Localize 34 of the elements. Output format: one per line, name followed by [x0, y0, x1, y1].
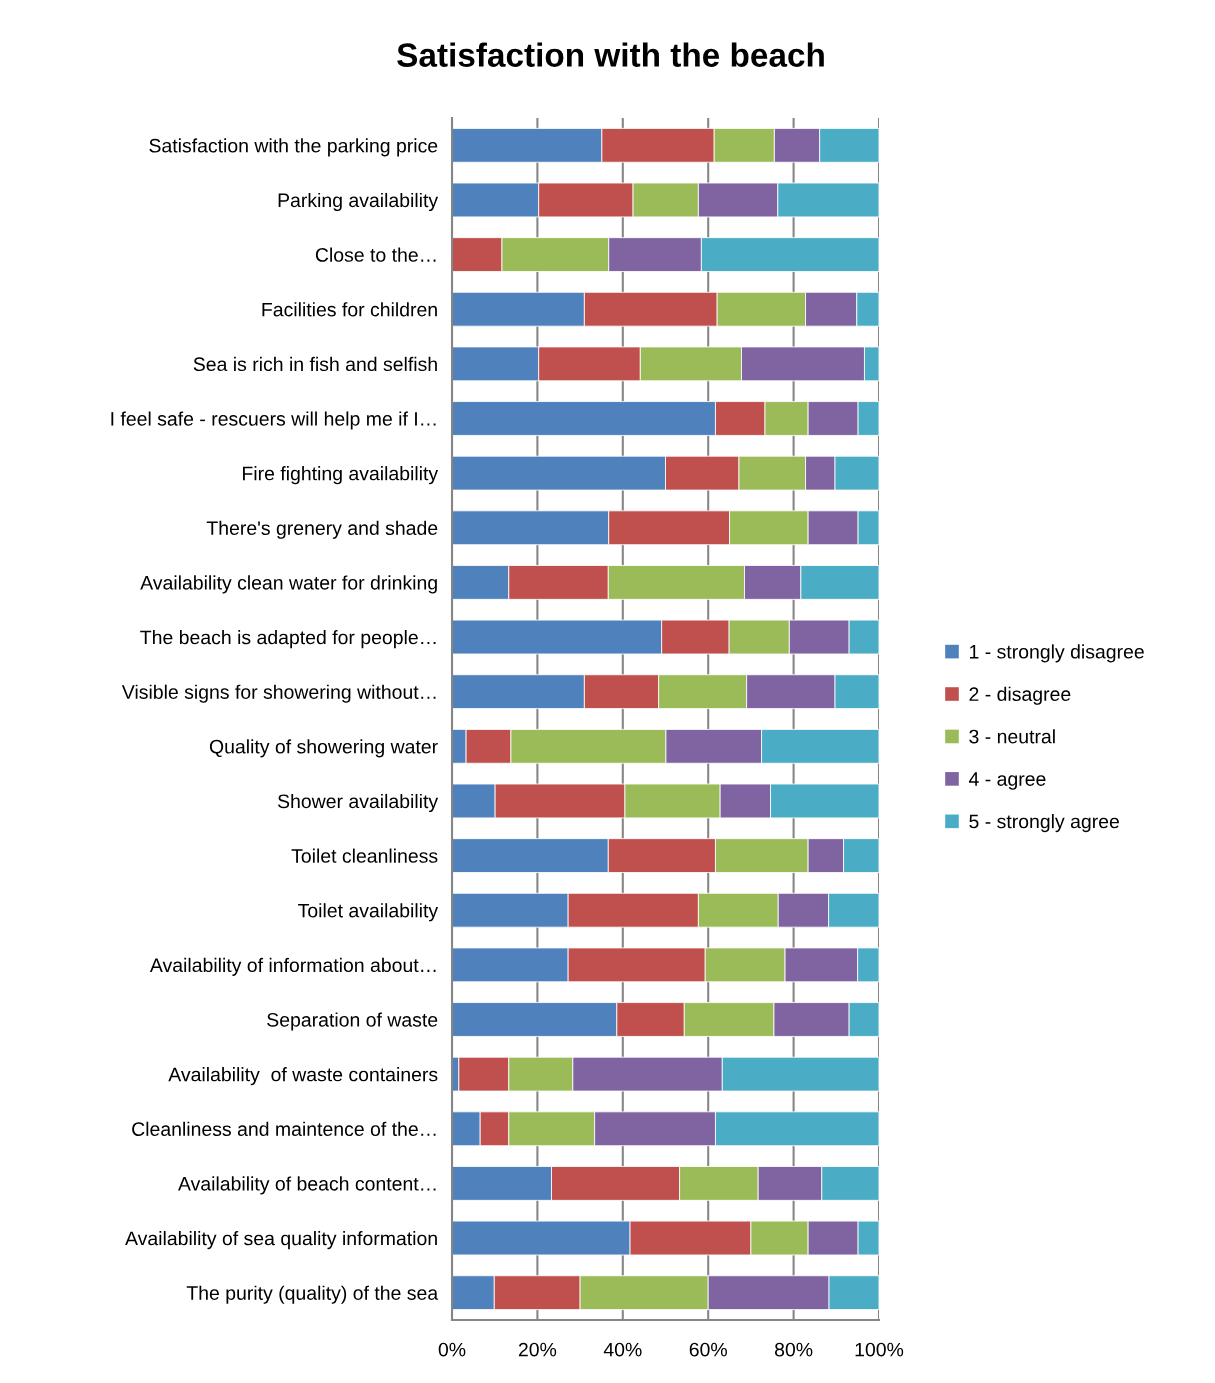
x-tick-label: 100%: [855, 1342, 904, 1357]
y-tick-label: Toilet cleanliness: [291, 848, 438, 863]
y-tick-label: Availability clean water for drinking: [140, 575, 437, 594]
y-tick-label: Toilet availability: [298, 903, 439, 922]
y-tick-label: There's grenery and shade: [206, 520, 438, 539]
y-tick-label: Close to the…: [315, 247, 436, 262]
y-tick-label: Shower availability: [277, 793, 439, 813]
y-tick-label: Parking availability: [278, 192, 439, 212]
x-tick-label: 60%: [689, 1342, 727, 1357]
legend-label: 3 - neutral: [969, 729, 1055, 744]
y-tick-label: Availability of information about…: [149, 957, 436, 976]
y-tick-label: The beach is adapted for people…: [140, 630, 436, 649]
legend-label: 4 - agree: [968, 772, 1046, 790]
y-tick-label: Facilities for children: [262, 302, 437, 317]
y-tick-label: Availability of waste containers: [168, 1067, 438, 1086]
y-tick-label: Visible signs for showering without…: [121, 684, 436, 703]
x-tick-label: 40%: [603, 1342, 642, 1357]
y-tick-label: Satisfaction with the parking price: [149, 138, 438, 157]
y-tick-label: Separation of waste: [267, 1012, 438, 1031]
y-tick-label: Sea is rich in fish and selfish: [193, 356, 437, 372]
x-tick-label: 20%: [518, 1342, 557, 1357]
y-tick-label: Availability of sea quality information: [125, 1231, 437, 1250]
y-tick-label: The purity (quality) of the sea: [186, 1285, 439, 1304]
chart-title: Satisfaction with the beach: [397, 42, 824, 67]
legend-label: 5 - strongly agree: [969, 814, 1119, 833]
x-tick-label: 0%: [438, 1342, 466, 1357]
y-tick-label: Availability of beach content…: [178, 1176, 436, 1195]
legend-label: 1 - strongly disagree: [970, 644, 1144, 663]
y-tick-label: Cleanliness and maintence of the…: [132, 1121, 436, 1137]
legend-label: 2 - disagree: [969, 686, 1071, 705]
x-tick-label: 80%: [774, 1342, 813, 1357]
y-tick-label: Fire fighting availability: [243, 466, 439, 485]
y-tick-label: I feel safe - rescuers will help me if I…: [111, 411, 436, 430]
y-tick-label: Quality of showering water: [209, 739, 438, 758]
